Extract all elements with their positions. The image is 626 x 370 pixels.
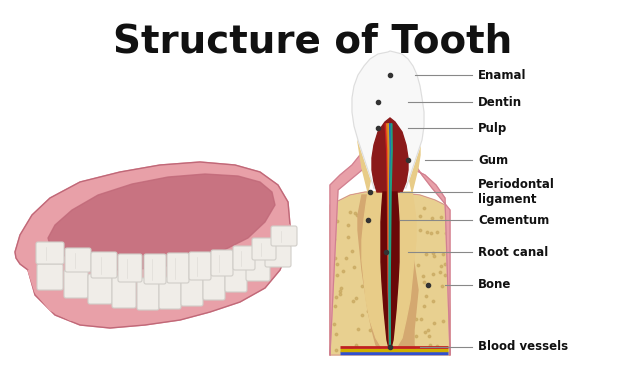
Text: Enamal: Enamal bbox=[478, 68, 526, 81]
Polygon shape bbox=[402, 145, 450, 355]
Polygon shape bbox=[15, 162, 290, 328]
FancyBboxPatch shape bbox=[112, 276, 136, 308]
FancyBboxPatch shape bbox=[144, 254, 166, 284]
FancyBboxPatch shape bbox=[265, 245, 291, 267]
FancyBboxPatch shape bbox=[225, 266, 247, 292]
Polygon shape bbox=[358, 195, 418, 353]
Text: Dentin: Dentin bbox=[478, 95, 522, 108]
Polygon shape bbox=[330, 140, 382, 355]
FancyBboxPatch shape bbox=[88, 274, 112, 304]
FancyBboxPatch shape bbox=[118, 254, 142, 282]
Polygon shape bbox=[358, 80, 420, 353]
FancyBboxPatch shape bbox=[159, 277, 181, 309]
FancyBboxPatch shape bbox=[271, 226, 297, 246]
FancyBboxPatch shape bbox=[65, 248, 91, 272]
Text: Periodontal
ligament: Periodontal ligament bbox=[478, 178, 555, 206]
FancyBboxPatch shape bbox=[167, 253, 189, 283]
FancyBboxPatch shape bbox=[252, 238, 276, 260]
FancyBboxPatch shape bbox=[91, 252, 117, 278]
FancyBboxPatch shape bbox=[233, 246, 255, 270]
FancyBboxPatch shape bbox=[181, 276, 203, 306]
FancyBboxPatch shape bbox=[137, 278, 159, 310]
FancyBboxPatch shape bbox=[211, 250, 233, 276]
Text: Cementum: Cementum bbox=[478, 213, 549, 226]
FancyBboxPatch shape bbox=[203, 272, 225, 300]
Text: Bone: Bone bbox=[478, 279, 511, 292]
Text: Structure of Tooth: Structure of Tooth bbox=[113, 22, 513, 60]
Polygon shape bbox=[28, 225, 290, 324]
Polygon shape bbox=[372, 118, 408, 192]
Text: Pulp: Pulp bbox=[478, 121, 507, 135]
FancyBboxPatch shape bbox=[36, 242, 64, 264]
FancyBboxPatch shape bbox=[189, 252, 211, 280]
Text: Root canal: Root canal bbox=[478, 246, 548, 259]
FancyBboxPatch shape bbox=[246, 257, 270, 281]
Text: Blood vessels: Blood vessels bbox=[478, 340, 568, 353]
Polygon shape bbox=[381, 192, 399, 352]
Text: Gum: Gum bbox=[478, 154, 508, 166]
Polygon shape bbox=[330, 192, 450, 355]
Polygon shape bbox=[48, 174, 275, 270]
Polygon shape bbox=[352, 51, 424, 188]
FancyBboxPatch shape bbox=[37, 264, 63, 290]
FancyBboxPatch shape bbox=[64, 270, 88, 298]
